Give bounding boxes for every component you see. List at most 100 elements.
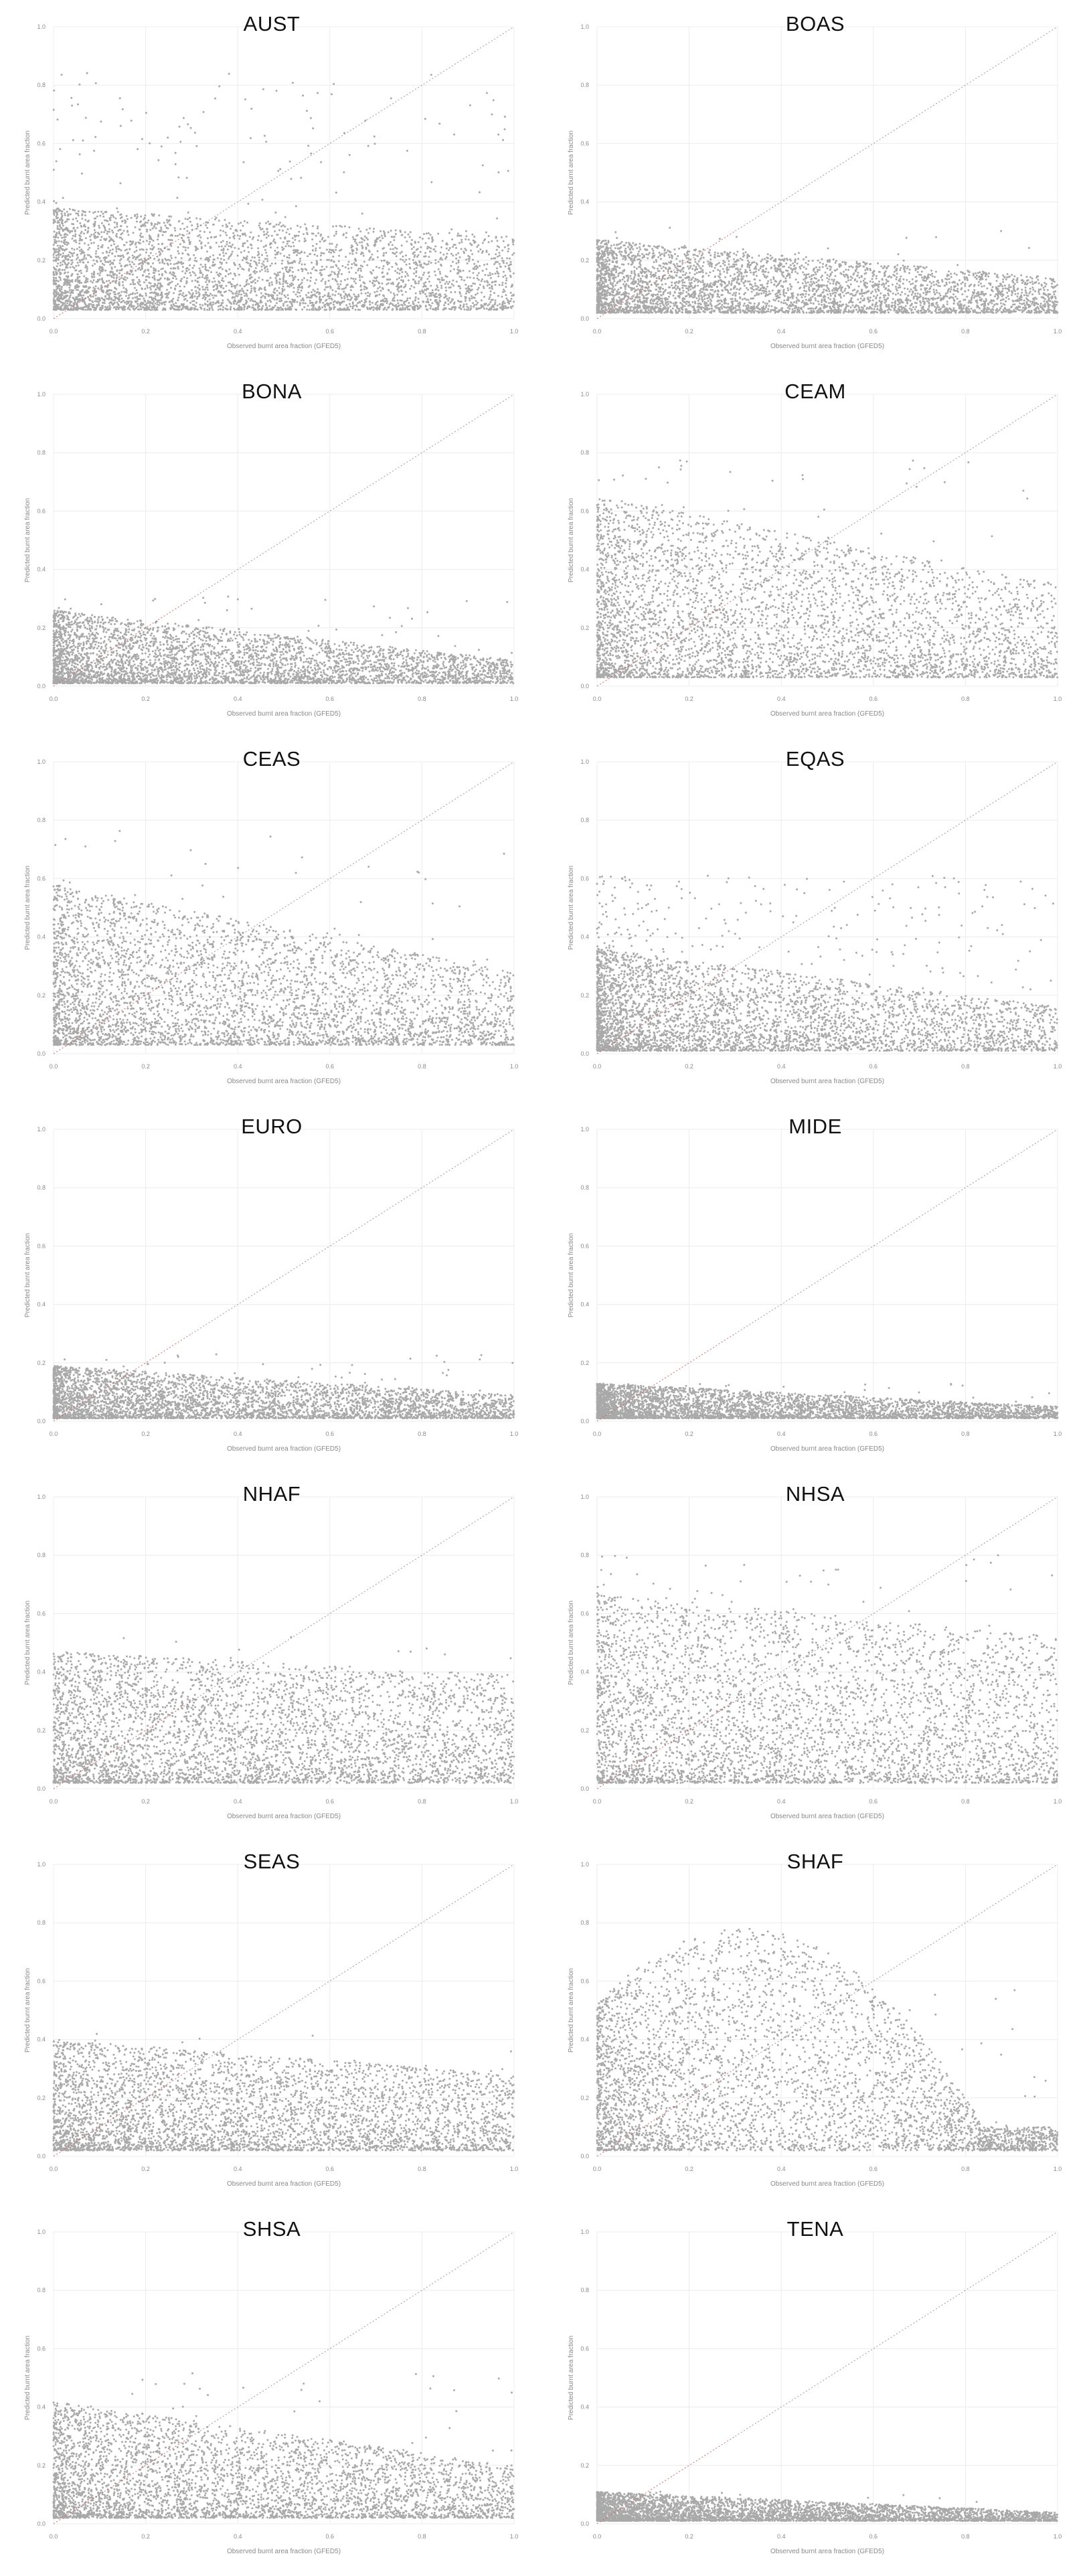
data-point bbox=[106, 285, 108, 287]
data-point bbox=[66, 305, 68, 307]
data-point bbox=[505, 262, 508, 264]
data-point bbox=[844, 263, 847, 266]
data-point bbox=[57, 258, 60, 261]
data-point bbox=[153, 300, 155, 303]
data-point bbox=[171, 234, 173, 236]
data-point bbox=[477, 289, 479, 291]
data-point bbox=[98, 268, 100, 270]
data-point bbox=[80, 269, 82, 272]
y-tick-label: 0.6 bbox=[37, 140, 46, 147]
data-point bbox=[417, 241, 420, 244]
data-point bbox=[246, 222, 248, 224]
data-point bbox=[242, 290, 244, 293]
data-point bbox=[692, 276, 694, 279]
data-point bbox=[444, 257, 447, 260]
data-point bbox=[483, 295, 485, 298]
data-point bbox=[84, 237, 87, 240]
data-point bbox=[115, 234, 118, 237]
data-point bbox=[97, 301, 100, 303]
data-point bbox=[419, 305, 422, 307]
data-point bbox=[103, 282, 106, 284]
data-point bbox=[52, 218, 55, 221]
data-point bbox=[334, 272, 336, 275]
data-point bbox=[341, 226, 343, 228]
data-point bbox=[437, 260, 440, 263]
data-point bbox=[86, 270, 88, 272]
data-point bbox=[164, 307, 167, 310]
data-point bbox=[134, 215, 137, 218]
data-point bbox=[295, 309, 298, 311]
data-point bbox=[505, 286, 507, 288]
data-point bbox=[191, 224, 193, 227]
data-point bbox=[339, 309, 341, 311]
data-point bbox=[64, 238, 66, 241]
data-point bbox=[392, 248, 394, 250]
data-point bbox=[141, 266, 143, 268]
data-point bbox=[66, 248, 68, 250]
data-point bbox=[88, 210, 91, 213]
data-point bbox=[386, 283, 388, 286]
data-point bbox=[148, 282, 151, 284]
data-point bbox=[116, 223, 118, 226]
data-point bbox=[428, 304, 430, 306]
data-point bbox=[206, 222, 209, 224]
data-point bbox=[473, 240, 475, 242]
data-point bbox=[310, 291, 313, 293]
data-point bbox=[195, 292, 197, 295]
data-point bbox=[143, 303, 146, 306]
data-point bbox=[417, 297, 420, 300]
data-point bbox=[148, 254, 150, 257]
data-point bbox=[849, 306, 852, 309]
data-point bbox=[243, 292, 246, 295]
data-point bbox=[372, 230, 375, 233]
data-point bbox=[107, 246, 110, 249]
data-point bbox=[177, 176, 180, 179]
data-point bbox=[106, 230, 109, 233]
data-point bbox=[374, 295, 377, 298]
data-point bbox=[687, 301, 690, 304]
data-point bbox=[80, 252, 82, 255]
data-point bbox=[297, 291, 299, 293]
data-point bbox=[56, 232, 58, 234]
data-point bbox=[284, 301, 286, 303]
data-point bbox=[425, 301, 428, 303]
data-point bbox=[1020, 274, 1023, 276]
data-point bbox=[80, 272, 82, 274]
data-point bbox=[99, 239, 102, 242]
data-point bbox=[155, 289, 157, 291]
data-point bbox=[331, 278, 334, 280]
data-point bbox=[173, 292, 175, 295]
data-point bbox=[380, 304, 382, 306]
data-point bbox=[143, 297, 145, 300]
data-point bbox=[372, 285, 375, 287]
data-point bbox=[396, 299, 399, 302]
data-point bbox=[133, 263, 135, 266]
data-point bbox=[112, 231, 114, 234]
data-point bbox=[1046, 289, 1049, 291]
data-point bbox=[124, 308, 127, 311]
data-point bbox=[276, 299, 278, 301]
data-point bbox=[831, 271, 833, 274]
data-point bbox=[264, 267, 266, 270]
data-point bbox=[176, 305, 179, 307]
data-point bbox=[204, 298, 207, 301]
data-point bbox=[265, 236, 268, 239]
data-point bbox=[94, 252, 97, 255]
data-point bbox=[508, 257, 511, 260]
data-point bbox=[390, 248, 392, 250]
data-point bbox=[351, 301, 354, 304]
data-point bbox=[439, 251, 442, 254]
data-point bbox=[62, 302, 64, 305]
data-point bbox=[64, 212, 66, 215]
data-point bbox=[147, 219, 150, 222]
data-point bbox=[257, 309, 260, 311]
data-point bbox=[112, 299, 114, 301]
data-point bbox=[124, 265, 127, 268]
data-point bbox=[669, 276, 672, 278]
data-point bbox=[94, 211, 96, 214]
data-point bbox=[93, 270, 95, 273]
data-point bbox=[110, 214, 112, 217]
data-point bbox=[155, 293, 158, 296]
data-point bbox=[223, 258, 226, 261]
data-point bbox=[503, 307, 505, 310]
